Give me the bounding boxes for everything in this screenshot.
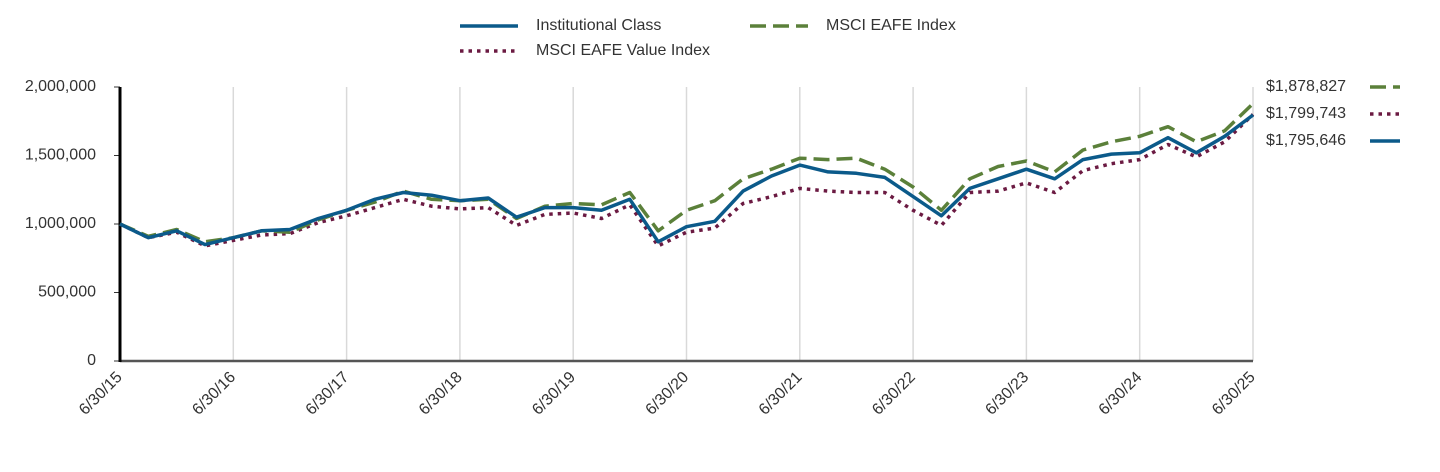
y-tick-label: 0 [87, 352, 96, 369]
end-label: $1,795,646 [1266, 132, 1346, 149]
x-tick-label: 6/30/20 [643, 369, 693, 419]
end-label: $1,799,743 [1266, 105, 1346, 122]
x-tick-label: 6/30/21 [756, 369, 806, 419]
legend-label: Institutional Class [536, 17, 661, 34]
x-tick-label: 6/30/25 [1209, 369, 1259, 419]
series-line [119, 113, 1255, 247]
x-tick-label: 6/30/18 [416, 369, 466, 419]
x-tick-label: 6/30/22 [869, 369, 919, 419]
y-tick-label: 1,000,000 [25, 215, 96, 232]
x-tick-label: 6/30/19 [529, 369, 579, 419]
legend-label: MSCI EAFE Index [826, 17, 956, 34]
series-line [119, 113, 1255, 248]
x-tick-label: 6/30/17 [303, 369, 353, 419]
end-label: $1,878,827 [1266, 78, 1346, 95]
y-tick-label: 1,500,000 [25, 147, 96, 164]
x-tick-label: 6/30/16 [189, 369, 239, 419]
y-tick-label: 2,000,000 [25, 78, 96, 95]
x-tick-label: 6/30/15 [76, 369, 126, 419]
y-tick-label: 500,000 [38, 284, 96, 301]
legend-label: MSCI EAFE Value Index [536, 42, 710, 59]
x-tick-label: 6/30/23 [982, 369, 1032, 419]
x-tick-label: 6/30/24 [1096, 369, 1146, 419]
